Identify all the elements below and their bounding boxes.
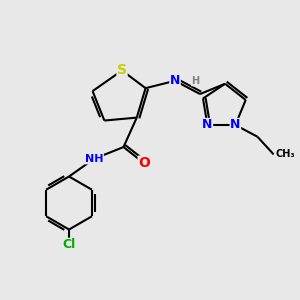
Text: N: N <box>170 74 180 87</box>
Text: O: O <box>138 156 150 170</box>
Text: Cl: Cl <box>62 238 76 251</box>
Text: N: N <box>230 118 241 131</box>
Text: CH₃: CH₃ <box>275 149 295 159</box>
Text: NH: NH <box>85 154 103 164</box>
Text: H: H <box>192 76 200 86</box>
Text: N: N <box>202 118 213 131</box>
Text: S: S <box>117 64 127 77</box>
